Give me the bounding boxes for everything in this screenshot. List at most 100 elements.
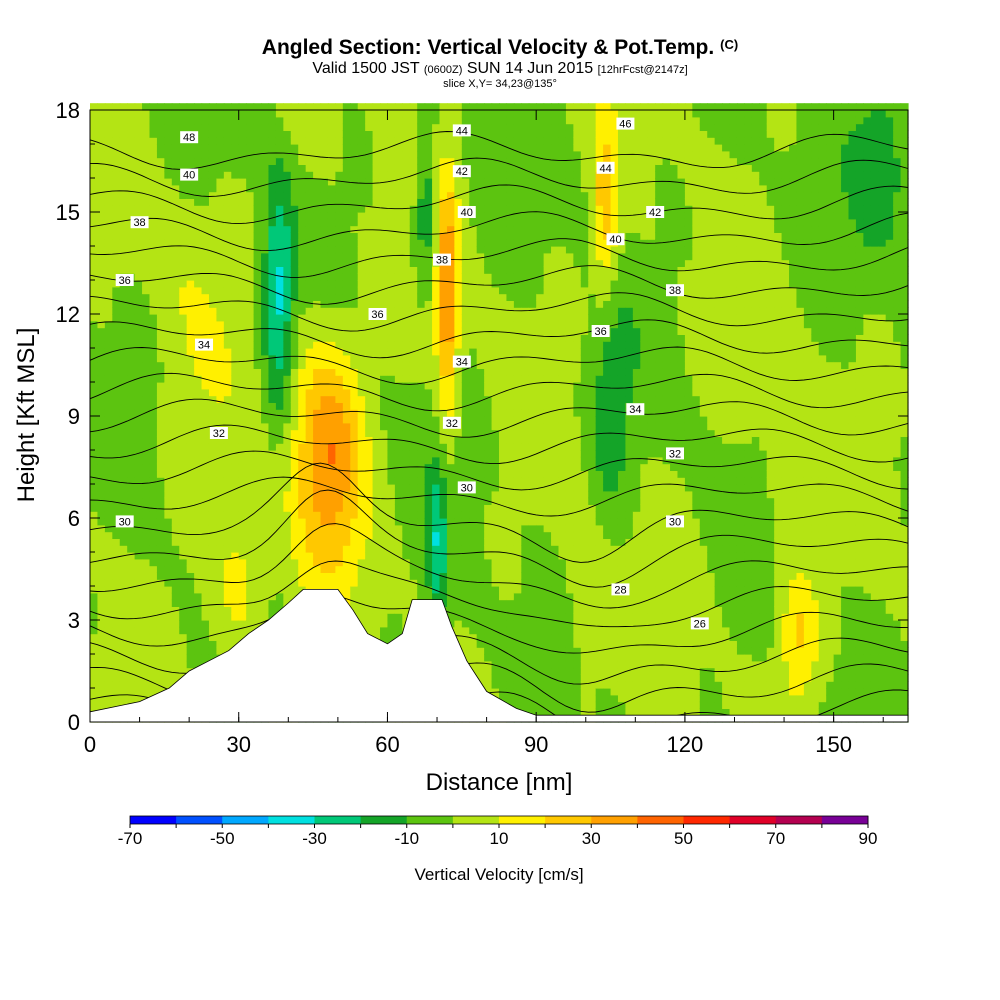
field-cell [409,184,418,193]
field-cell [402,531,411,539]
field-cell [223,103,232,111]
field-cell [313,504,322,512]
field-cell [97,348,106,356]
field-cell [223,484,232,492]
field-cell [484,613,493,621]
field-cell [275,545,284,553]
field-cell [238,191,247,199]
field-cell [342,293,351,301]
field-cell [186,484,195,492]
field-cell [134,674,143,682]
field-cell [298,470,307,478]
field-cell [223,123,232,131]
field-cell [90,218,99,227]
field-cell [357,110,366,118]
field-cell [208,116,218,125]
field-cell [357,218,366,227]
field-cell [171,130,180,138]
field-cell [208,280,218,288]
field-cell [179,348,188,356]
field-cell [417,314,426,322]
field-cell [365,123,374,131]
field-cell [491,470,500,478]
field-cell [350,538,359,546]
field-cell [469,150,478,159]
field-cell [238,436,247,444]
field-cell [350,266,359,274]
field-cell [156,524,165,533]
field-cell [439,586,448,594]
field-cell [112,558,121,567]
field-cell [298,477,307,485]
field-cell [90,613,99,621]
field-cell [476,259,485,267]
field-cell [216,463,225,471]
field-cell [134,633,143,641]
field-cell [238,443,247,451]
field-cell [365,164,374,172]
field-cell [432,429,441,437]
field-cell [216,599,225,607]
field-cell [372,477,381,485]
field-cell [484,334,493,342]
field-cell [164,280,173,288]
field-cell [90,273,99,281]
field-cell [97,327,106,335]
field-cell [461,586,470,594]
field-cell [223,273,232,281]
field-cell [380,524,389,533]
field-cell [417,116,426,125]
field-cell [186,123,195,131]
field-cell [290,592,299,601]
field-cell [342,314,351,322]
field-cell [365,538,374,546]
field-cell [298,518,307,526]
field-cell [365,592,374,601]
field-cell [208,592,218,601]
field-cell [320,273,329,281]
field-cell [216,252,225,261]
field-cell [127,558,136,567]
field-cell [171,361,180,369]
field-cell [469,232,478,240]
field-cell [90,572,99,580]
field-cell [417,388,426,397]
field-cell [409,314,418,322]
field-cell [90,484,99,492]
field-cell [142,212,151,220]
field-cell [104,307,113,315]
field-cell [380,606,389,614]
field-cell [454,103,463,111]
field-cell [127,647,136,655]
field-cell [305,518,314,526]
field-cell [142,681,151,689]
field-cell [134,484,143,492]
field-cell [90,307,99,315]
field-cell [231,341,240,349]
field-cell [268,402,277,410]
field-cell [253,395,262,403]
field-cell [402,307,411,315]
field-cell [402,490,411,499]
field-cell [402,565,411,573]
field-cell [387,293,396,301]
field-cell [320,416,329,424]
field-cell [394,273,403,281]
field-cell [171,613,180,621]
field-cell [461,246,470,254]
field-cell [104,620,113,628]
field-cell [476,606,485,614]
field-cell [119,348,128,356]
field-cell [417,524,426,533]
field-cell [417,150,426,159]
field-cell [127,674,136,682]
field-cell [491,416,500,424]
field-cell [268,368,277,376]
field-cell [268,450,277,458]
field-cell [342,388,351,397]
field-cell [313,422,322,431]
field-cell [253,361,262,369]
field-cell [461,565,470,573]
field-cell [491,443,500,451]
field-cell [305,191,314,199]
